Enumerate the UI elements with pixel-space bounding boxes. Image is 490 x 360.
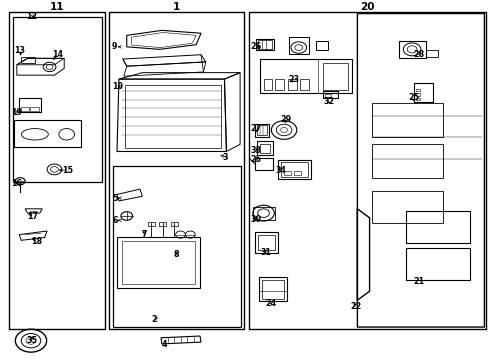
Bar (257, 141, 273, 155)
Text: 22: 22 (350, 302, 361, 311)
Bar (249, 12, 486, 329)
Bar (260, 59, 352, 94)
Text: 28: 28 (414, 50, 425, 59)
Text: 9: 9 (112, 42, 118, 51)
Text: 3: 3 (222, 153, 228, 162)
Bar (262, 280, 284, 299)
Text: 14: 14 (52, 50, 63, 59)
Text: 18: 18 (31, 237, 42, 246)
Bar (323, 91, 338, 98)
Text: 27: 27 (251, 124, 262, 133)
Text: 21: 21 (414, 277, 425, 286)
Text: 24: 24 (266, 299, 277, 308)
Bar (416, 98, 420, 100)
Bar (325, 94, 331, 97)
Bar (284, 171, 292, 175)
Bar (275, 79, 284, 90)
Bar (399, 41, 426, 58)
Bar (257, 125, 268, 135)
Text: 5: 5 (112, 194, 118, 203)
Bar (414, 84, 433, 102)
Text: 2: 2 (151, 315, 157, 324)
Bar (426, 50, 438, 57)
Bar (264, 79, 272, 90)
Text: 34: 34 (275, 166, 286, 175)
Bar (278, 160, 312, 179)
Bar (125, 85, 220, 148)
Text: 17: 17 (27, 212, 39, 221)
Bar (316, 41, 328, 50)
Text: 30: 30 (251, 215, 262, 224)
Bar (148, 222, 155, 226)
Bar (256, 39, 274, 50)
Bar (294, 171, 301, 175)
Text: 12: 12 (26, 12, 37, 21)
Text: 19: 19 (11, 108, 23, 117)
Bar (122, 241, 195, 284)
Bar (255, 123, 270, 137)
Bar (289, 37, 309, 54)
Text: 1: 1 (173, 2, 180, 12)
Bar (406, 248, 470, 280)
Bar (258, 235, 275, 250)
Text: 16: 16 (11, 179, 23, 188)
Text: 32: 32 (323, 97, 334, 106)
Bar (30, 107, 39, 111)
Bar (260, 144, 270, 153)
Bar (323, 63, 347, 90)
Bar (255, 232, 278, 252)
Bar (21, 57, 35, 63)
Bar (117, 238, 200, 288)
Bar (255, 158, 273, 170)
Text: 13: 13 (14, 46, 25, 55)
Text: 10: 10 (112, 82, 123, 91)
Bar (416, 94, 420, 95)
Bar (416, 89, 420, 91)
Text: 25: 25 (251, 155, 262, 164)
Bar (372, 191, 443, 223)
Bar (372, 144, 443, 178)
Bar (258, 40, 272, 49)
Bar (9, 12, 105, 329)
Text: 25: 25 (409, 93, 420, 102)
Bar (300, 79, 309, 90)
Bar (171, 222, 177, 226)
Bar (259, 277, 287, 301)
Text: 15: 15 (62, 166, 73, 175)
Bar (281, 162, 308, 177)
Text: 26: 26 (251, 42, 262, 51)
Text: 33: 33 (251, 146, 262, 155)
Text: 6: 6 (112, 216, 118, 225)
Bar (21, 107, 28, 111)
Text: 11: 11 (49, 2, 64, 12)
Bar (13, 17, 102, 182)
Text: 8: 8 (173, 250, 179, 259)
Bar (109, 12, 244, 329)
Text: 29: 29 (280, 116, 291, 125)
Bar (113, 166, 241, 327)
Text: 31: 31 (261, 248, 271, 257)
Bar (406, 211, 470, 243)
Bar (288, 79, 297, 90)
Bar (253, 207, 275, 220)
Text: 20: 20 (360, 2, 374, 12)
Text: 23: 23 (288, 75, 299, 84)
Bar (159, 222, 166, 226)
Bar (19, 98, 41, 112)
Text: 7: 7 (142, 230, 147, 239)
Text: 4: 4 (162, 340, 168, 349)
Text: 35: 35 (26, 336, 37, 345)
Bar (372, 103, 443, 137)
